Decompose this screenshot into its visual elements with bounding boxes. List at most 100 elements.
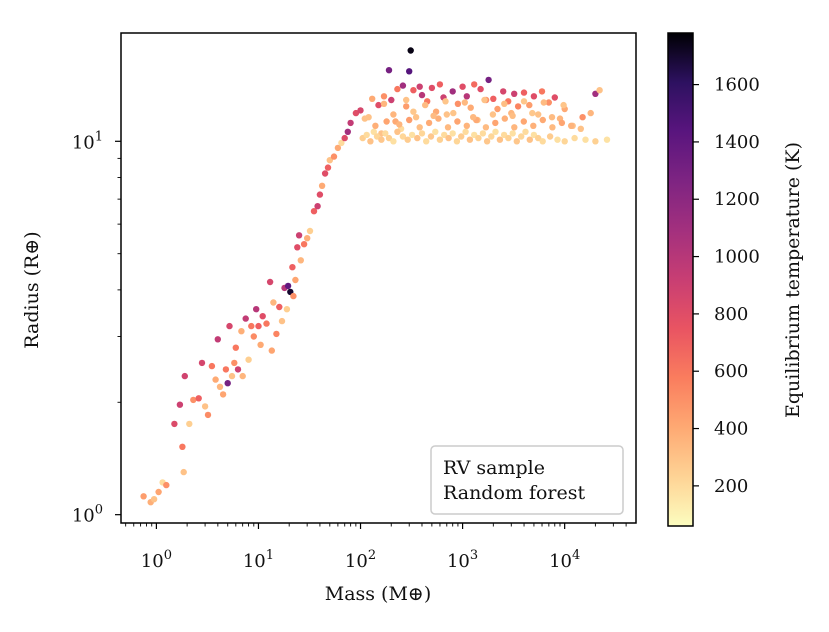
- legend-box: [430, 445, 624, 515]
- data-point: [592, 138, 599, 145]
- data-point: [306, 227, 314, 235]
- data-point: [216, 383, 224, 390]
- data-point: [181, 372, 188, 380]
- data-point: [538, 88, 546, 95]
- data-point: [219, 391, 227, 398]
- data-point: [239, 372, 246, 380]
- data-point: [412, 114, 420, 121]
- data-point: [436, 136, 444, 143]
- data-point: [163, 481, 170, 489]
- x-axis-label: Mass (M⊕): [325, 583, 432, 605]
- tick-label-x: 101: [243, 548, 274, 572]
- data-point: [514, 103, 522, 110]
- data-point: [539, 138, 546, 145]
- data-point: [427, 133, 435, 140]
- data-point: [449, 88, 456, 95]
- data-point: [435, 115, 442, 122]
- data-point: [466, 136, 474, 143]
- data-point: [300, 241, 308, 248]
- data-point: [406, 116, 413, 124]
- plot-frame: [120, 32, 637, 524]
- data-point: [284, 282, 292, 290]
- data-point: [501, 100, 508, 108]
- data-point: [326, 157, 333, 164]
- data-point: [347, 119, 354, 127]
- data-point: [520, 89, 528, 96]
- tick-label-x: 104: [549, 548, 580, 572]
- data-point: [294, 244, 301, 251]
- data-point: [208, 362, 216, 370]
- tick-label-y: 100: [72, 503, 103, 527]
- data-point: [522, 128, 529, 135]
- data-point: [520, 118, 527, 125]
- data-point: [463, 93, 470, 100]
- data-point: [454, 118, 461, 125]
- data-point: [278, 317, 286, 325]
- data-point: [485, 76, 492, 84]
- data-point: [190, 396, 197, 404]
- legend: RV sample Random forest: [430, 445, 624, 515]
- data-point: [481, 96, 488, 104]
- data-point: [592, 90, 599, 98]
- data-point: [520, 98, 528, 105]
- data-point: [394, 85, 401, 93]
- data-point: [378, 136, 385, 143]
- data-point: [341, 134, 348, 142]
- data-point: [232, 344, 239, 351]
- tick-label-x: 102: [345, 548, 376, 572]
- data-point: [454, 100, 462, 108]
- legend-line-1: RV sample: [443, 457, 545, 479]
- data-point: [540, 99, 547, 106]
- data-point: [222, 366, 230, 373]
- data-point: [171, 420, 178, 428]
- colorbar-label: Equilibrium temperature (K): [782, 142, 804, 418]
- data-point: [396, 121, 403, 128]
- data-point: [250, 333, 257, 340]
- data-point: [582, 136, 589, 143]
- data-point: [511, 90, 518, 98]
- data-point: [314, 203, 321, 210]
- data-point: [198, 359, 206, 367]
- data-point: [490, 95, 497, 103]
- data-point: [459, 83, 466, 90]
- data-point: [560, 101, 567, 109]
- colorbar-tick-label: 200: [714, 476, 748, 497]
- tick-label-x: 103: [447, 548, 478, 572]
- data-point: [449, 130, 456, 137]
- data-point: [587, 109, 594, 117]
- data-point: [304, 235, 311, 242]
- data-point: [385, 67, 393, 74]
- data-point: [273, 330, 280, 338]
- data-point: [295, 232, 303, 239]
- data-point: [399, 133, 407, 140]
- data-point: [403, 103, 410, 110]
- data-point: [492, 128, 499, 135]
- data-point: [577, 125, 584, 132]
- data-point: [259, 313, 266, 320]
- data-point: [477, 85, 484, 93]
- data-point: [290, 292, 297, 300]
- legend-line-2: Random forest: [443, 482, 586, 504]
- data-point: [407, 47, 414, 54]
- data-point: [526, 101, 533, 109]
- data-point: [234, 366, 242, 373]
- data-point: [253, 306, 260, 313]
- data-point: [416, 83, 423, 90]
- data-point: [408, 131, 416, 139]
- colorbar-tick-label: 1600: [714, 75, 760, 96]
- data-point: [418, 130, 426, 137]
- data-point: [505, 134, 512, 142]
- data-point: [463, 122, 470, 129]
- data-point: [458, 133, 465, 140]
- data-point: [461, 99, 468, 106]
- data-point: [554, 136, 561, 143]
- data-point: [501, 115, 508, 122]
- data-point: [257, 341, 264, 348]
- series-1: [359, 96, 611, 145]
- data-point: [425, 119, 433, 127]
- tick-label-x: 100: [141, 548, 172, 572]
- data-point: [212, 376, 219, 383]
- colorbar-tick-label: 600: [714, 361, 748, 382]
- data-point: [539, 116, 546, 124]
- data-point: [579, 114, 586, 121]
